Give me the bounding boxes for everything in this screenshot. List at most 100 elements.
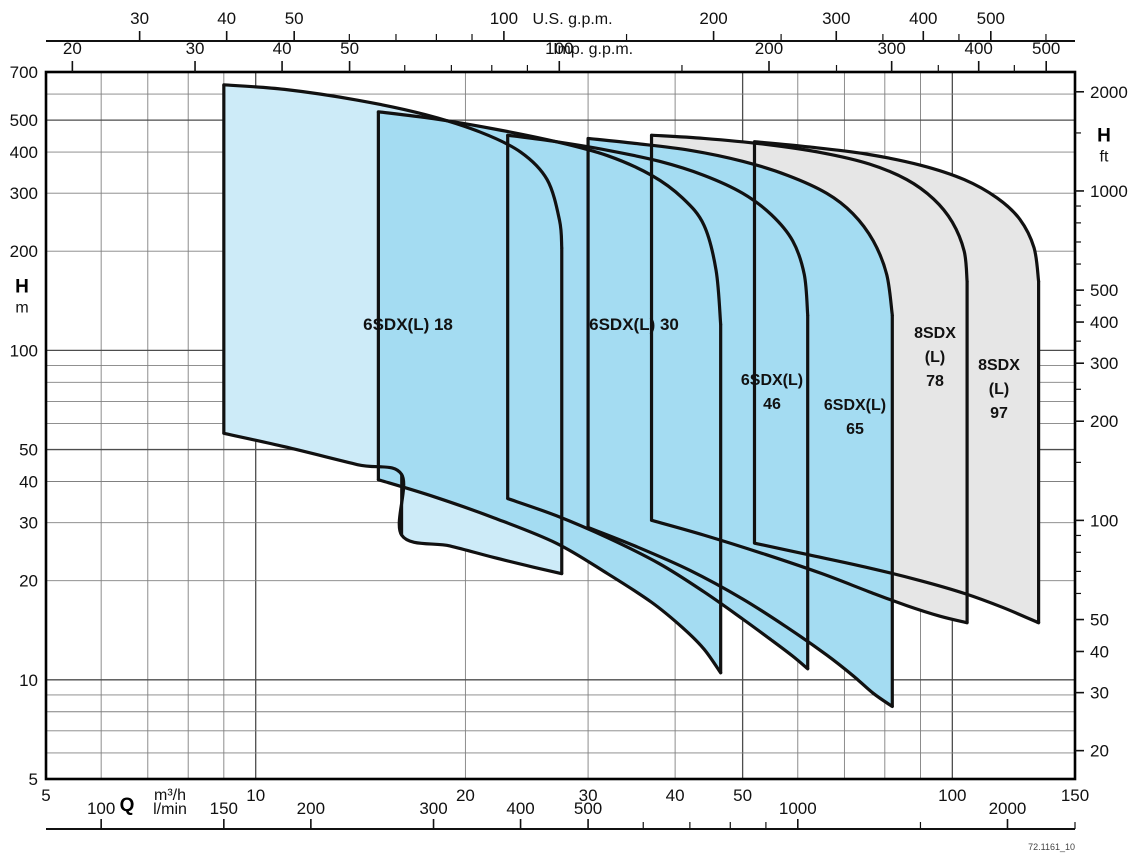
x-bottom1-tick-label: 10 [246, 786, 265, 805]
pump-label-line: 8SDX [978, 357, 1020, 374]
x-bottom2-axis-unit: l/min [153, 801, 187, 818]
region-labels-layer: 6SDX(L) 18 6SDX(L) 30 6SDX(L) 46 6SDX(L) 65 8S… [363, 315, 1020, 438]
y-right-tick-label: 1000 [1090, 182, 1128, 201]
x-bottom2-tick-label: 2000 [989, 799, 1027, 818]
x-bottom1-tick-label: 20 [456, 786, 475, 805]
pump-curve-6sdxl30-top [376, 110, 723, 326]
x-top2-tick-label: 50 [340, 39, 359, 58]
x-bottom2-tick-label: 100 [87, 799, 115, 818]
y-right-tick-label: 40 [1090, 642, 1109, 661]
y-right-tick-label: 300 [1090, 354, 1118, 373]
x-top1-tick-label: 50 [285, 9, 304, 28]
pump-curve-8sdxl97-top [752, 140, 1041, 283]
x-top1-tick-label: 40 [217, 9, 236, 28]
x-bottom2-tick-label: 300 [419, 799, 447, 818]
y-left-axis-title: H [15, 276, 29, 297]
pump-label-line: 78 [926, 373, 944, 390]
pump-curve-6sdxl65-top [586, 136, 894, 317]
y-right-tick-label: 100 [1090, 511, 1118, 530]
plot-frame [44, 70, 1077, 781]
x-top2-tick-label: 200 [755, 39, 783, 58]
x-top2-tick-label: 40 [273, 39, 292, 58]
y-right-tick-label: 20 [1090, 742, 1109, 761]
x-bottom1-tick-label: 30 [579, 786, 598, 805]
pump-curve-8sdxl78-top [649, 133, 969, 283]
pump-label-8sdxl78: 8SDX (L) 78 [914, 325, 956, 390]
pump-label-line: 97 [990, 405, 1008, 422]
pump-curve-6sdxl46-top [506, 133, 810, 317]
y-left-tick-label: 40 [19, 472, 38, 491]
y-right-tick-label: 30 [1090, 684, 1109, 703]
x-bottom2-tick-label: 150 [210, 799, 238, 818]
y-left-tick-label: 5 [29, 770, 38, 789]
pump-label-line: (L) [925, 349, 945, 366]
pump-label-line: 65 [846, 421, 864, 438]
x-top2-tick-label: 100 [545, 39, 573, 58]
x-bottom2-tick-label: 200 [297, 799, 325, 818]
y-axis-right: 20 30 40 50 100 200 300 400 500 1000 2000 Hft [1075, 83, 1128, 761]
pump-label-line: 8SDX [914, 325, 956, 342]
pump-label-line: 6SDX(L) [824, 397, 886, 414]
y-right-axis-title: H [1097, 126, 1111, 147]
pump-label-line: 6SDX(L) 30 [589, 315, 679, 334]
document-code-label: 72.1161_10 [1028, 842, 1075, 852]
pump-curve-6sdxl18-top [222, 83, 564, 250]
x-bottom2-tick-label: 500 [574, 799, 602, 818]
x-top2-axis-unit: Imp. g.p.m. [553, 41, 633, 58]
y-left-tick-label: 30 [19, 514, 38, 533]
pump-label-8sdxl97: 8SDX (L) 97 [978, 357, 1020, 422]
y-left-axis-unit: m [15, 299, 28, 316]
pump-label-line: 6SDX(L) [741, 372, 803, 389]
x-axis-bottom-m3h: 5 10 20 30 40 50 100 150 Q m³/h [41, 786, 1089, 816]
y-left-tick-label: 400 [10, 143, 38, 162]
pump-label-6sdxl18: 6SDX(L) 18 [363, 315, 453, 334]
x-top1-tick-label: 100 [490, 9, 518, 28]
y-right-axis-unit: ft [1100, 149, 1109, 166]
x-bottom2-tick-label: 400 [506, 799, 534, 818]
y-left-tick-label: 10 [19, 671, 38, 690]
x-bottom1-tick-label: 150 [1061, 786, 1089, 805]
x-top1-axis-unit: U.S. g.p.m. [533, 11, 613, 28]
pump-curve-outlines-layer [222, 83, 1041, 709]
x-top2-tick-label: 400 [965, 39, 993, 58]
y-right-tick-label: 500 [1090, 281, 1118, 300]
pump-curve-6sdxl46-bottom [506, 496, 810, 671]
y-left-tick-label: 200 [10, 242, 38, 261]
pump-curve-8sdxl97-bottom [752, 541, 1041, 625]
x-top1-tick-label: 300 [822, 9, 850, 28]
pump-curve-8sdxl78-bottom [649, 518, 969, 625]
y-right-tick-label: 200 [1090, 412, 1118, 431]
pump-label-line: 46 [763, 396, 781, 413]
pump-label-6sdxl65: 6SDX(L) 65 [824, 397, 886, 438]
pump-label-line: 6SDX(L) 18 [363, 315, 453, 334]
pump-label-6sdxl30: 6SDX(L) 30 [589, 315, 679, 334]
pump-label-line: (L) [989, 381, 1009, 398]
y-left-tick-label: 20 [19, 572, 38, 591]
pump-curve-6sdxl65-bottom [586, 525, 894, 709]
x-top2-tick-label: 20 [63, 39, 82, 58]
x-bottom1-tick-label: 40 [666, 786, 685, 805]
x-top1-tick-label: 400 [909, 9, 937, 28]
y-right-tick-label: 2000 [1090, 83, 1128, 102]
x-top2-tick-label: 500 [1032, 39, 1060, 58]
x-bottom1-tick-label: 5 [41, 786, 50, 805]
y-right-tick-label: 400 [1090, 313, 1118, 332]
pump-label-6sdxl46: 6SDX(L) 46 [741, 372, 803, 413]
x-axis-top-imp-gpm: 20 30 40 50 100 200 300 400 500 Imp. g.p.m. [63, 39, 1060, 72]
x-top1-tick-label: 500 [977, 9, 1005, 28]
y-left-tick-label: 700 [10, 63, 38, 82]
pump-regions-layer [223, 84, 1039, 707]
x-top2-tick-label: 30 [186, 39, 205, 58]
pump-region-6sdxl65 [588, 138, 893, 707]
x-axis-bottom-lmin: 100 150 200 300 400 500 1000 2000 l/min [87, 799, 1076, 829]
x-bottom1-tick-label: 50 [733, 786, 752, 805]
x-bottom1-axis-unit: m³/h [154, 787, 186, 804]
y-left-tick-label: 50 [19, 441, 38, 460]
pump-curve-6sdxl30-bottom [376, 478, 723, 675]
x-top1-tick-label: 30 [130, 9, 149, 28]
y-left-tick-label: 100 [10, 341, 38, 360]
x-bottom-axis-title: Q [120, 795, 135, 816]
x-bottom2-tick-label: 1000 [779, 799, 817, 818]
y-axis-left: 5 10 20 30 40 50 100 200 300 400 500 700 Hm [10, 63, 38, 789]
